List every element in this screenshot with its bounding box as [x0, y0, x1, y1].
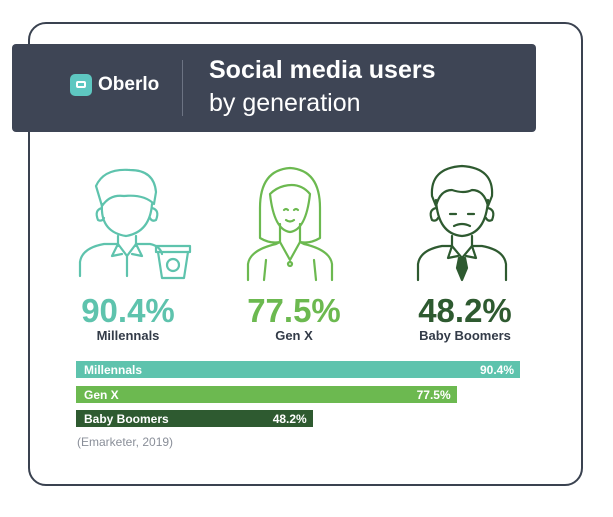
- bar-value-boomers: 48.2%: [272, 412, 307, 426]
- bar-label-boomers: Baby Boomers: [84, 412, 169, 426]
- bar-value-genx: 77.5%: [416, 388, 451, 402]
- brand-name: Oberlo: [98, 74, 160, 95]
- bar-boomers: Baby Boomers 48.2%: [76, 410, 313, 427]
- gen-x-woman-icon: [246, 166, 334, 282]
- oberlo-logo-icon: [70, 74, 92, 96]
- chart-title: Social media users: [209, 56, 436, 84]
- genx-label: Gen X: [275, 328, 313, 343]
- boomers-label: Baby Boomers: [419, 328, 511, 343]
- bar-label-millennials: Millennals: [84, 363, 143, 377]
- banner-divider: [182, 60, 183, 116]
- brand-logo: Oberlo: [70, 74, 159, 96]
- chart-subtitle: by generation: [209, 89, 361, 117]
- bar-genx: Gen X 77.5%: [76, 386, 457, 403]
- boomers-percentage: 48.2%: [418, 292, 512, 329]
- title-banner: Oberlo Social media users by generation: [12, 44, 536, 132]
- source-note: (Emarketer, 2019): [77, 435, 174, 449]
- bar-millennials: Millennals 90.4%: [76, 361, 520, 378]
- millennial-person-with-coffee-icon: [78, 168, 192, 280]
- genx-percentage: 77.5%: [247, 292, 341, 329]
- bar-value-millennials: 90.4%: [479, 363, 514, 377]
- bar-label-genx: Gen X: [84, 388, 119, 402]
- millennials-label: Millennals: [96, 328, 160, 343]
- millennials-percentage: 90.4%: [81, 292, 175, 329]
- baby-boomer-man-with-tie-icon: [416, 164, 508, 282]
